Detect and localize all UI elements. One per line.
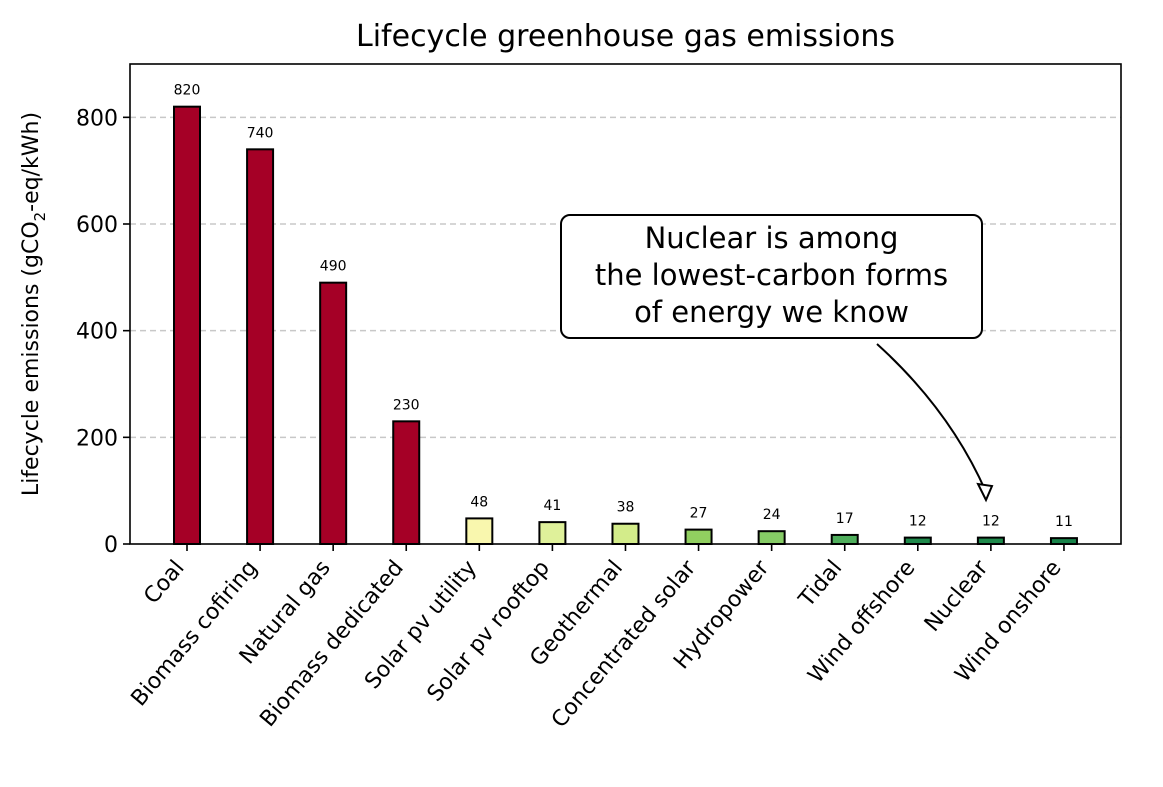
bar-wind-offshore [903, 536, 932, 545]
x-tick-label-biomass-cofiring: Biomass cofiring [127, 556, 263, 711]
bar-hydropower [757, 530, 786, 546]
annotation: Nuclear is among the lowest-carbon forms… [560, 214, 994, 503]
y-axis-label: Lifecycle emissions (gCO2-eq/kWh) [19, 112, 49, 496]
bar-coal [173, 105, 201, 546]
x-tick-label-nuclear: Nuclear [920, 555, 994, 637]
y-axis-label-subscript: 2 [31, 212, 49, 222]
annotation-box [560, 214, 983, 339]
bar-solar-pv-utility [465, 517, 494, 546]
bar-concentrated-solar [684, 528, 713, 545]
y-tick-label-200: 200 [76, 426, 118, 451]
data-labels: 820 740 490 230 48 41 38 27 24 17 12 12 11 [174, 83, 1073, 530]
bar-solar-pv-rooftop [538, 521, 567, 546]
bar-nuclear [976, 536, 1005, 545]
data-label-natural-gas: 490 [320, 259, 347, 275]
data-label-tidal: 17 [836, 511, 854, 527]
chart-title: Lifecycle greenhouse gas emissions [356, 19, 895, 54]
data-label-solar-pv-utility: 48 [470, 494, 488, 510]
data-label-wind-onshore: 11 [1055, 514, 1073, 530]
bar-natural-gas [319, 281, 348, 545]
bar-biomass-cofiring [246, 148, 275, 545]
y-tick-label-600: 600 [76, 213, 118, 238]
data-label-hydropower: 24 [763, 507, 781, 523]
y-axis-label-part2: -eq/kWh) [19, 112, 44, 212]
x-tick-label-tidal: Tidal [794, 556, 848, 613]
data-label-concentrated-solar: 27 [690, 506, 708, 522]
data-label-coal: 820 [174, 83, 201, 99]
data-label-nuclear: 12 [982, 514, 1000, 530]
y-tick-label-0: 0 [104, 533, 118, 558]
x-tick-label-coal: Coal [139, 556, 189, 609]
data-label-biomass-dedicated: 230 [393, 397, 420, 413]
x-tick-label-biomass-dedicated: Biomass dedicated [255, 556, 408, 732]
y-axis-ticks: 0 200 400 600 800 [76, 106, 130, 558]
data-label-wind-offshore: 12 [909, 514, 927, 530]
y-axis-label-part1: Lifecycle emissions (gCO [19, 221, 44, 496]
bar-geothermal [611, 522, 640, 546]
bar-tidal [830, 533, 859, 546]
annotation-arrowhead [976, 482, 994, 503]
annotation-arrow [876, 343, 987, 493]
data-label-solar-pv-rooftop: 41 [543, 498, 561, 514]
bar-wind-onshore [1049, 537, 1078, 546]
x-tick-label-concentrated-solar: Concentrated solar [547, 555, 702, 733]
data-label-geothermal: 38 [617, 500, 635, 516]
y-tick-label-800: 800 [76, 106, 118, 131]
bar-biomass-dedicated [392, 420, 421, 546]
annotation-line-1: Nuclear is among [645, 221, 899, 255]
y-tick-label-400: 400 [76, 320, 118, 345]
data-label-biomass-cofiring: 740 [247, 125, 274, 141]
annotation-line-2: the lowest-carbon forms [595, 258, 948, 292]
annotation-line-3: of energy we know [634, 295, 909, 329]
